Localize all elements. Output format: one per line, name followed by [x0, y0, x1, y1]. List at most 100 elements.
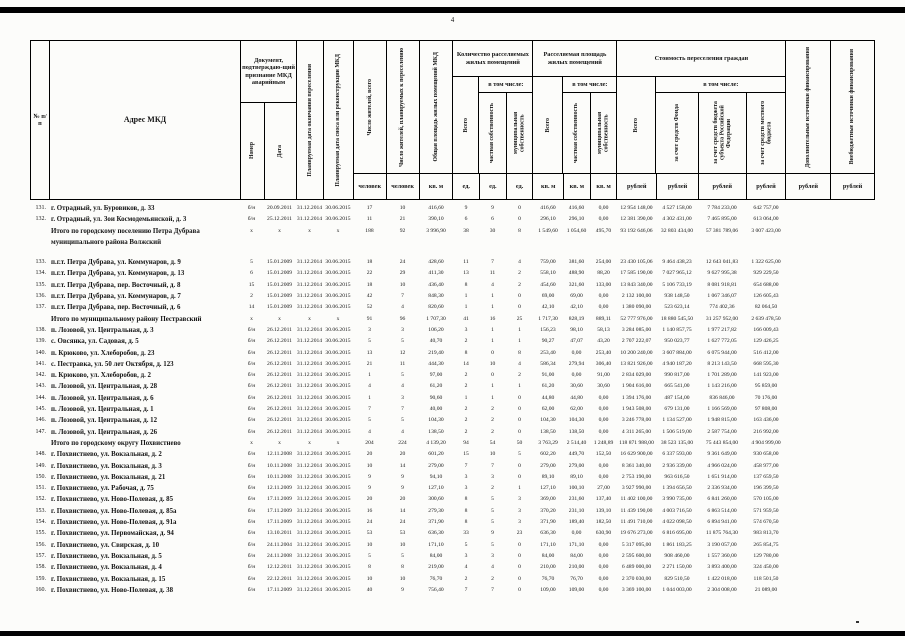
row-cell: 154. [35, 519, 47, 526]
col-header-additional-sources: Дополнительные источники финансирования [805, 46, 812, 168]
row-cell: 136. [35, 293, 47, 300]
row-cell: 16 629 900,00 [620, 451, 653, 458]
row-cell: 30 [489, 227, 496, 234]
row-cell: 1 380 090,00 [621, 304, 652, 311]
row-cell: 157. [35, 552, 47, 559]
row-cell: 9 [368, 473, 371, 480]
table-row: 140. п. Крюково, ул. Хлеборобов, д. 23 б/н… [30, 348, 875, 359]
row-cell: 30.06.2015 [325, 205, 351, 211]
row-cell: 774 402,36 [709, 304, 735, 311]
row-cell: 141 923,00 [753, 372, 779, 379]
row-cell: 26.12.2011 [267, 326, 292, 333]
row-cell: 3 [464, 473, 468, 480]
row-cell: 5 [401, 552, 404, 559]
address-cell: п.г.т. Петра Дубрава, ул. Коммунаров, д.… [51, 270, 185, 278]
unit-rub: рублей [786, 173, 831, 199]
table-row: 159. г. Похвистнево, ул. Вокзальная, д. 1… [30, 574, 875, 585]
row-cell: 630,90 [595, 530, 612, 537]
row-cell: 9 464 438,23 [662, 259, 692, 266]
row-cell: 2 [464, 428, 468, 435]
row-cell: 390,10 [428, 216, 444, 223]
row-cell: 40 [366, 586, 373, 593]
group-total-label: Итого по городскому поселению Петра Дубр… [51, 227, 200, 246]
row-cell: 69,00 [570, 293, 583, 300]
row-cell: б/н [247, 205, 256, 211]
row-cell: 91 [366, 315, 373, 322]
unit-ed: ед. [505, 174, 533, 200]
row-cell: 95 859,00 [754, 383, 778, 390]
row-cell: 586,34 [540, 360, 556, 367]
row-cell: 90,27 [541, 338, 555, 345]
table-row: 156. г. Похвистнево, ул. Свирская, д. 10 б… [30, 540, 875, 551]
row-cell: 0,00 [598, 541, 609, 548]
row-cell: 30.06.2015 [325, 394, 351, 401]
row-cell: 15.01.2009 [266, 259, 293, 266]
address-cell: п. Лозовой, ул. Центральная, д. 1 [51, 406, 154, 414]
row-cell: 210,00 [568, 564, 585, 571]
col-header-count-group: Количество расселяемых жилых помещений [453, 41, 533, 77]
row-cell: 141. [35, 360, 47, 367]
row-cell: 10 [399, 205, 406, 211]
row-cell: 137. [35, 304, 47, 311]
row-cell: 321,60 [568, 281, 585, 288]
row-cell: 129 426,25 [753, 338, 779, 345]
table-row: 137. п.г.т. Петра Дубрава, пер. Восточный… [30, 302, 875, 313]
row-cell: 31.12.2014 [296, 586, 323, 593]
col-header-including: в том числе: [479, 77, 533, 93]
address-cell: п. Лозовой, ул. Центральная, д. 6 [51, 394, 154, 402]
row-cell: 254,00 [595, 259, 612, 266]
row-cell: 3 990 735,00 [662, 496, 692, 503]
row-cell: 26.12.2011 [267, 383, 292, 390]
row-cell: 0,00 [598, 564, 609, 571]
row-cell: 3 [401, 394, 404, 401]
row-cell: 24 [366, 519, 373, 526]
row-cell: 13 843 340,00 [620, 281, 653, 288]
row-cell: 82 064,50 [754, 304, 778, 311]
row-cell: 1 [491, 394, 494, 401]
group-total-label: Итого по городскому округу Похвистнево [51, 439, 181, 447]
row-cell: 1 134 527,00 [662, 417, 692, 424]
row-cell: 12 954 148,00 [620, 205, 653, 211]
row-cell: 4 [491, 281, 494, 288]
row-cell: 3 284 085,00 [621, 326, 652, 333]
row-cell: 0,00 [598, 406, 609, 413]
row-cell: х [278, 439, 281, 446]
row-cell: 31.12.2014 [296, 575, 323, 582]
row-cell: 1 948 815,00 [707, 417, 737, 424]
row-cell: 31.12.2014 [296, 205, 323, 211]
row-cell: 4 [368, 383, 371, 390]
row-cell: 2 [464, 383, 468, 390]
row-cell: 155. [35, 530, 47, 537]
row-cell: 296,10 [540, 216, 556, 223]
row-cell: 2 [491, 406, 494, 413]
row-cell: б/н [247, 507, 256, 514]
row-cell: 89,10 [570, 473, 583, 480]
row-cell: 411,30 [428, 270, 444, 277]
row-cell: 279,00 [428, 462, 444, 469]
table-row: 157. г. Похвистнево, ул. Вокзальная, д. 5… [30, 551, 875, 562]
col-header-num: № п/п [33, 112, 47, 127]
row-cell: 0 [518, 406, 521, 413]
col-group-residents-planned: Число жителей, планируемых к переселению… [385, 41, 419, 199]
row-cell: 31.12.2014 [296, 372, 323, 379]
row-cell: 61,20 [541, 383, 555, 390]
row-cell: 449,70 [568, 451, 585, 458]
row-cell: х [278, 315, 281, 322]
row-cell: 2 [464, 575, 468, 582]
row-cell: 53 [366, 530, 373, 537]
row-cell: 3 369 100,00 [621, 586, 652, 593]
row-cell: 15 [248, 281, 255, 288]
row-cell: 2 [491, 485, 494, 492]
row-cell: 0,00 [598, 462, 609, 469]
row-cell: х [336, 227, 340, 234]
row-cell: 5 [518, 451, 521, 458]
row-cell: 30.06.2015 [325, 417, 351, 424]
row-cell: 9 [368, 485, 371, 492]
row-cell: 1 651 914,00 [707, 473, 737, 480]
row-cell: 5 [401, 372, 404, 379]
scan-artifact-bottom [0, 631, 905, 636]
row-cell: 61,20 [429, 383, 443, 390]
row-cell: 7 [491, 462, 494, 469]
row-cell: 3 [401, 326, 404, 333]
row-cell: 2 595 600,00 [621, 552, 652, 559]
